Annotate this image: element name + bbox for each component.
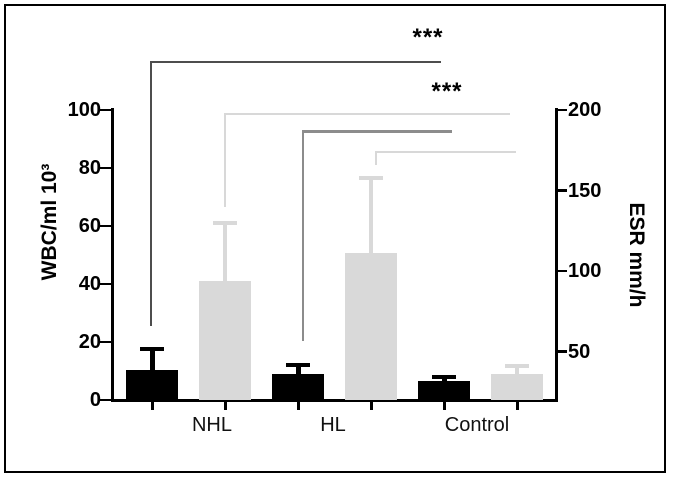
left-axis-tick-label: 20 xyxy=(78,331,101,353)
significance-stars: *** xyxy=(412,24,444,51)
left-axis-tick xyxy=(100,340,111,344)
bar-nhl-esr xyxy=(199,280,251,400)
bar-hl-wbc xyxy=(272,373,324,400)
left-axis-tick-label: 100 xyxy=(67,99,101,121)
left-axis-tick-label: 40 xyxy=(78,273,101,295)
sig-bracket-drop xyxy=(375,151,377,165)
right-y-axis-line xyxy=(555,108,558,402)
left-axis-tick-label: 0 xyxy=(89,389,101,411)
error-bar-cap-hl-esr xyxy=(359,175,383,180)
category-label-nhl: NHL xyxy=(191,414,232,436)
error-bar-stem-hl-wbc xyxy=(295,364,301,376)
left-axis-tick xyxy=(100,166,111,170)
right-axis-tick-label: 200 xyxy=(568,99,602,121)
left-axis-tick-label: 60 xyxy=(78,215,101,237)
error-bar-cap-nhl-esr xyxy=(213,220,237,225)
error-bar-stem-nhl-wbc xyxy=(149,348,155,373)
left-y-axis-line xyxy=(111,108,114,402)
x-axis-tick xyxy=(515,402,519,410)
bar-nhl-wbc xyxy=(126,370,178,400)
x-axis-tick xyxy=(150,402,154,410)
sig-bracket-line xyxy=(224,113,510,115)
category-label-control: Control xyxy=(444,414,510,436)
error-bar-stem-control-esr xyxy=(515,366,519,377)
right-axis-tick-label: 100 xyxy=(568,260,602,283)
bar-control-wbc xyxy=(418,381,470,400)
sig-bracket-line xyxy=(150,61,441,63)
left-axis-tick xyxy=(100,224,111,228)
right-axis-tick-label: 50 xyxy=(568,340,591,363)
x-axis-tick xyxy=(369,402,373,410)
left-axis-tick xyxy=(100,398,111,402)
left-axis-tick xyxy=(100,282,111,286)
sig-bracket-drop xyxy=(150,61,152,326)
right-axis-tick xyxy=(558,269,567,273)
sig-bracket-line xyxy=(375,151,516,153)
right-axis-tick xyxy=(558,350,567,353)
right-axis-tick-label: 150 xyxy=(568,179,602,202)
left-axis-tick-label: 80 xyxy=(78,157,101,179)
category-label-hl: HL xyxy=(320,414,346,436)
error-bar-stem-nhl-esr xyxy=(223,222,227,283)
left-axis-tick xyxy=(100,108,111,112)
bar-control-esr xyxy=(491,374,543,400)
x-axis-tick xyxy=(296,402,300,410)
x-axis-tick xyxy=(223,402,227,410)
error-bar-cap-control-esr xyxy=(505,364,529,369)
error-bar-stem-control-wbc xyxy=(441,377,447,384)
right-axis-tick xyxy=(558,108,567,112)
error-bar-stem-hl-esr xyxy=(369,177,373,256)
right-axis-tick xyxy=(558,189,567,192)
sig-bracket-line xyxy=(302,130,452,133)
sig-bracket-drop xyxy=(224,113,226,207)
error-bar-cap-nhl-wbc xyxy=(140,346,164,351)
sig-bracket-drop xyxy=(302,130,304,341)
right-axis-title: ESR mm/h xyxy=(625,202,648,308)
bar-hl-esr xyxy=(345,253,397,400)
x-axis-tick xyxy=(442,402,446,410)
figure-border xyxy=(4,4,666,473)
significance-stars: *** xyxy=(431,78,463,105)
x-axis-line xyxy=(111,399,558,402)
error-bar-cap-hl-wbc xyxy=(286,362,310,367)
error-bar-cap-control-wbc xyxy=(432,375,456,380)
